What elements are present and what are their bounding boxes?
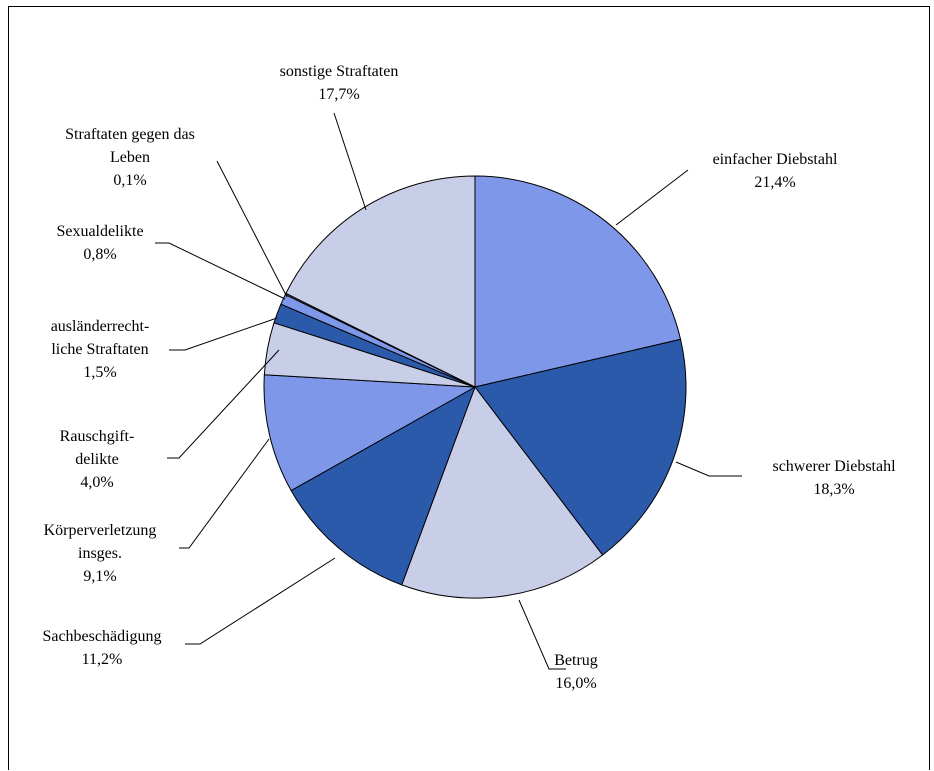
slice-label-line: 21,4% [754,174,795,191]
leader-line-3 [185,557,336,645]
slice-label-6: ausländerrecht-liche Straftaten 1,5% [51,318,150,381]
slice-label-line: 0,1% [113,172,146,189]
chart-frame: einfacher Diebstahl 21,4% schwerer Diebsta… [8,6,930,770]
slice-label-9: sonstige Straftaten 17,7% [280,63,399,103]
leader-line-0 [615,169,689,226]
slice-label-line: Straftaten gegen das [65,126,195,143]
slice-label-line: Sexualdelikte [56,223,143,240]
slice-label-line: 18,3% [813,481,854,498]
pie-slice-0 [474,175,682,388]
leader-line-6 [169,317,278,351]
slice-label-line: Rauschgift- [60,428,135,445]
slice-label-line: sonstige Straftaten [280,63,399,80]
pie-slice-9 [285,175,476,388]
slice-label-1: schwerer Diebstahl 18,3% [772,458,896,498]
leader-line-4 [179,438,270,549]
pie-slice-1 [474,338,687,556]
leader-line-2 [518,599,566,670]
slice-label-0: einfacher Diebstahl 21,4% [713,151,838,191]
slice-label-5: Rauschgift-delikte 4,0% [60,428,135,491]
slice-label-7: Sexualdelikte 0,8% [56,223,143,263]
slice-label-line: ausländerrecht- [51,318,150,335]
leader-line-5 [167,349,280,459]
slice-label-line: delikte [75,451,119,468]
slice-label-line: einfacher Diebstahl [713,151,838,168]
leader-line-7 [155,242,286,300]
pie-slices [263,175,687,599]
slice-label-line: 4,0% [80,474,113,491]
slice-label-line: 17,7% [318,86,359,103]
slice-label-line: Körperverletzung [44,522,157,539]
slice-label-line: 16,0% [555,675,596,692]
slice-label-line: 9,1% [83,568,116,585]
slice-label-line: 1,5% [83,364,116,381]
leader-line-9 [333,112,367,211]
slice-label-line: Leben [110,149,150,166]
pie-slice-4 [263,374,477,492]
slice-label-line: insges. [78,545,122,562]
leader-line-1 [675,461,742,477]
pie-slice-3 [290,385,476,586]
slice-labels: einfacher Diebstahl 21,4% schwerer Diebsta… [42,63,896,692]
slice-label-line: 0,8% [83,246,116,263]
leader-line-8 [216,160,288,298]
slice-label-4: Körperverletzung insges. 9,1% [44,522,157,585]
slice-label-2: Betrug 16,0% [554,652,598,692]
pie-slice-2 [401,385,604,599]
slice-label-line: schwerer Diebstahl [772,458,896,475]
slice-label-line: Betrug [554,652,598,669]
leader-lines [155,112,742,670]
slice-label-line: 11,2% [82,651,123,668]
slice-label-line: liche Straftaten [51,341,148,358]
slice-label-line: Sachbeschädigung [42,628,161,645]
slice-label-8: Straftaten gegen das Leben 0,1% [65,126,195,189]
slice-label-3: Sachbeschädigung 11,2% [42,628,161,668]
pie-chart: einfacher Diebstahl 21,4% schwerer Diebsta… [42,63,896,692]
